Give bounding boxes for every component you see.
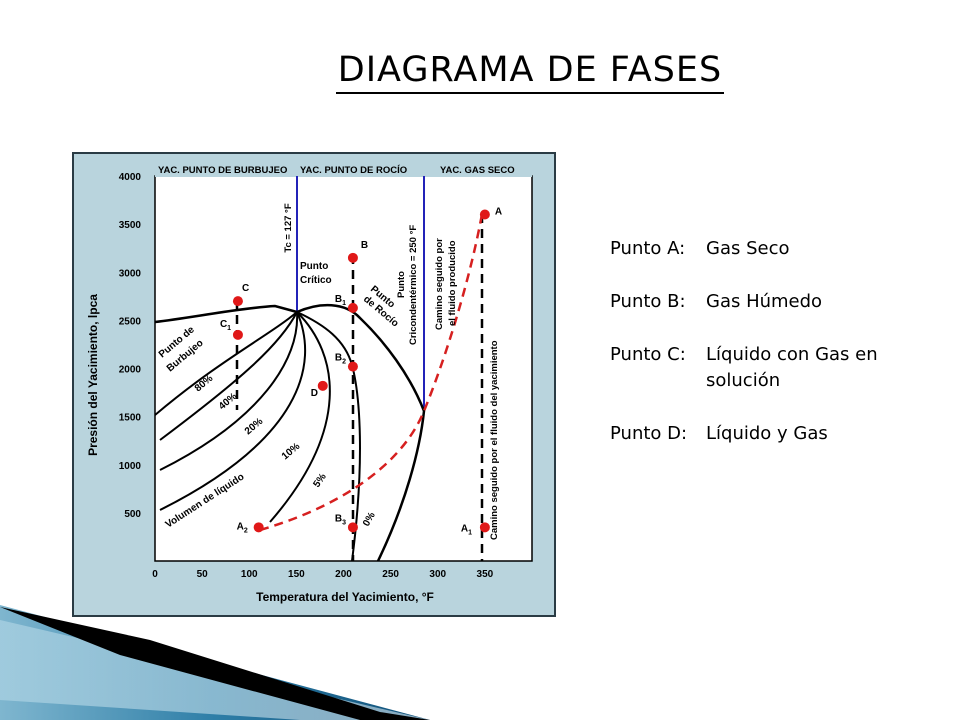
point-b2 <box>347 361 358 372</box>
critical-point-label-2: Crítico <box>300 275 332 286</box>
reservoir-path-label: Camino seguido por el fluido del yacimie… <box>489 340 500 540</box>
point-a2 <box>253 522 264 533</box>
legend-item-b: Punto B: Gas Húmedo <box>610 289 916 315</box>
x-tick-200: 200 <box>335 569 352 580</box>
legend: Punto A: Gas Seco Punto B: Gas Húmedo Pu… <box>610 236 916 474</box>
produced-path-label-2: el fluido producido <box>447 240 458 326</box>
quality-line-0pct-inner <box>296 311 361 561</box>
legend-item-c: Punto C: Líquido con Gas en solución <box>610 342 916 394</box>
cricondentherm-label-2: Cricondentérmico = 250 °F <box>408 225 419 345</box>
point-label-a1: A1 <box>461 523 472 536</box>
point-b <box>347 252 358 263</box>
quality-line-80 <box>155 311 298 416</box>
y-tick-1500: 1500 <box>119 413 142 424</box>
quality-line-10 <box>159 311 307 511</box>
y-tick-labels: 500 1000 1500 2000 2500 3000 3500 4000 <box>119 172 142 520</box>
point-label-a2: A2 <box>237 521 248 534</box>
point-label-d: D <box>311 388 318 399</box>
slide-title: DIAGRAMA DE FASES <box>0 50 960 94</box>
point-a <box>479 209 490 220</box>
y-tick-1000: 1000 <box>119 461 142 472</box>
quality-line-5 <box>269 311 331 523</box>
y-tick-4000: 4000 <box>119 172 142 183</box>
x-tick-300: 300 <box>429 569 446 580</box>
x-axis-label: Temperatura del Yacimiento, °F <box>256 590 434 604</box>
legend-value-b: Gas Húmedo <box>706 291 823 312</box>
legend-item-a: Punto A: Gas Seco <box>610 236 916 262</box>
legend-item-d: Punto D: Líquido y Gas <box>610 421 916 447</box>
region-header-drygas: YAC. GAS SECO <box>440 165 515 176</box>
point-b3 <box>347 522 358 533</box>
point-label-b3: B3 <box>335 513 346 526</box>
quality-line-20 <box>159 311 299 471</box>
point-b1 <box>347 302 358 313</box>
critical-point-label-1: Punto <box>300 261 328 272</box>
y-tick-2500: 2500 <box>119 316 142 327</box>
y-tick-500: 500 <box>124 509 141 520</box>
point-label-b1: B1 <box>335 294 346 307</box>
quality-line-40 <box>159 311 298 441</box>
point-label-b2: B2 <box>335 353 346 366</box>
y-tick-3500: 3500 <box>119 220 142 231</box>
y-tick-2000: 2000 <box>119 365 142 376</box>
legend-key-d: Punto D: <box>610 423 688 444</box>
corner-black-stroke <box>0 607 430 720</box>
x-tick-labels: 0 50 100 150 200 250 300 350 <box>152 569 493 580</box>
point-label-b: B <box>361 240 368 251</box>
produced-path-label-1: Camino seguido por <box>434 238 445 330</box>
x-tick-150: 150 <box>288 569 305 580</box>
point-label-c: C <box>242 283 249 294</box>
point-a1 <box>479 522 490 533</box>
x-tick-250: 250 <box>382 569 399 580</box>
point-c <box>232 296 243 307</box>
point-label-a: A <box>495 207 502 218</box>
phase-envelope <box>155 303 426 561</box>
legend-value-a: Gas Seco <box>706 238 790 259</box>
x-tick-350: 350 <box>477 569 494 580</box>
points-layer: A A1 A2 B B1 B2 B3 C C1 D <box>220 207 502 537</box>
phase-curves <box>155 303 426 561</box>
legend-value-d: Líquido y Gas <box>706 423 828 444</box>
point-d <box>317 380 328 391</box>
legend-key-c: Punto C: <box>610 344 686 365</box>
x-tick-0: 0 <box>152 569 158 580</box>
legend-key-a: Punto A: <box>610 238 686 259</box>
legend-key-b: Punto B: <box>610 291 686 312</box>
chart-frame-border <box>72 152 556 617</box>
y-tick-3000: 3000 <box>119 268 142 279</box>
point-c1 <box>232 329 243 340</box>
region-header-strip <box>155 160 532 177</box>
cricondentherm-label-1: Punto <box>396 271 407 298</box>
region-header-dew: YAC. PUNTO DE ROCÍO <box>300 165 407 176</box>
x-tick-50: 50 <box>197 569 209 580</box>
legend-value-c: Líquido con Gas en solución <box>706 344 878 391</box>
produced-fluid-path <box>259 213 484 532</box>
point-label-c1: C1 <box>220 319 231 332</box>
plot-area <box>155 176 532 561</box>
slide-title-text: DIAGRAMA DE FASES <box>335 50 725 94</box>
tc-label: Tc = 127 °F <box>283 203 294 252</box>
x-tick-100: 100 <box>241 569 258 580</box>
region-header-bubble: YAC. PUNTO DE BURBUJEO <box>158 165 287 176</box>
y-axis-label: Presión del Yacimiento, lpca <box>86 294 100 456</box>
